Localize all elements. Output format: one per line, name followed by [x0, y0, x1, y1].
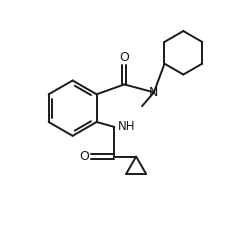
Text: NH: NH — [118, 121, 135, 133]
Text: O: O — [78, 150, 88, 163]
Text: N: N — [149, 86, 158, 99]
Text: O: O — [119, 51, 129, 64]
